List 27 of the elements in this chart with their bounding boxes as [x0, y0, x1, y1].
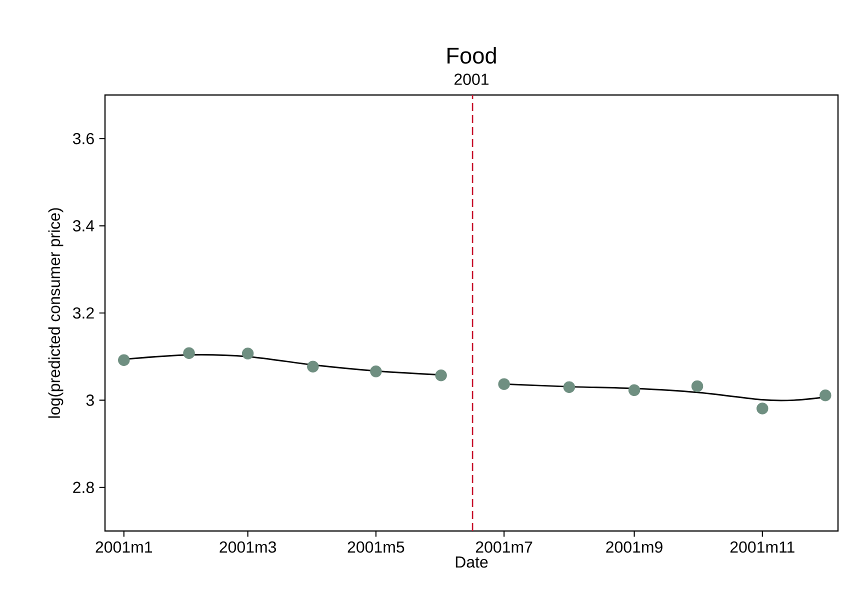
- x-tick-label: 2001m11: [730, 541, 794, 553]
- x-axis-title: Date: [456, 556, 488, 568]
- y-tick-label: 2.8: [73, 482, 94, 494]
- x-tick-label: 2001m5: [348, 541, 404, 553]
- point: [307, 360, 319, 372]
- point: [563, 381, 576, 393]
- point: [820, 390, 832, 402]
- chart-subtitle: 2001: [454, 74, 489, 85]
- y-tick-label: 3.2: [72, 307, 94, 319]
- y-tick-label: 3.6: [72, 132, 94, 144]
- point: [242, 348, 254, 360]
- chart-title: Food: [448, 47, 496, 64]
- y-tick-label: 3.4: [72, 220, 94, 232]
- x-tick-label: 2001m3: [220, 541, 276, 553]
- x-tick-label: 2001m9: [606, 541, 662, 553]
- point: [756, 402, 768, 414]
- point: [628, 384, 640, 396]
- point: [370, 366, 382, 378]
- point: [118, 354, 130, 366]
- point: [498, 378, 510, 390]
- point: [183, 347, 195, 359]
- point: [691, 380, 704, 392]
- point: [435, 369, 447, 382]
- x-tick-label: 2001m1: [96, 541, 152, 553]
- y-axis-title: log(predicted consumer price): [48, 208, 64, 418]
- y-tick-label: 3: [86, 394, 94, 406]
- x-tick-label: 2001m7: [476, 541, 532, 553]
